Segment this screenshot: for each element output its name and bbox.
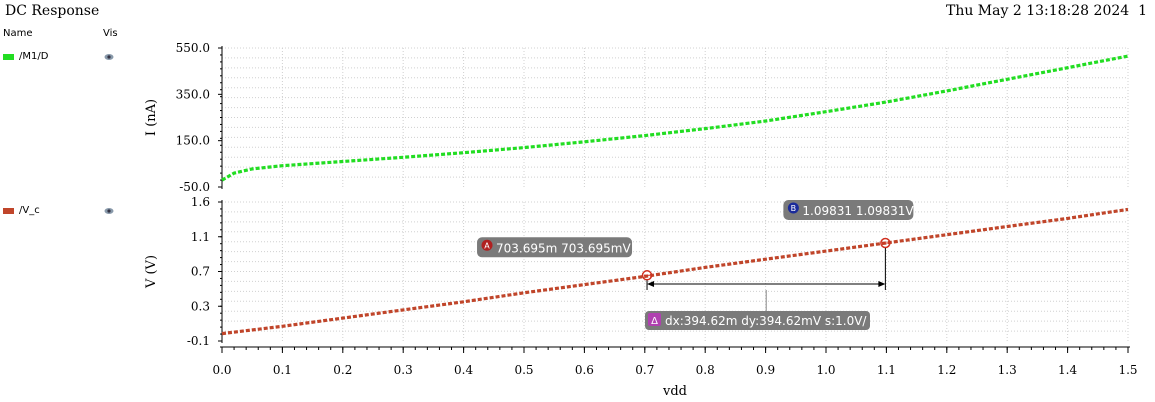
marker-badge-letter: A bbox=[484, 241, 490, 250]
legend-label: /V_c bbox=[19, 205, 40, 216]
x-tick-label: 1.5 bbox=[1118, 363, 1137, 377]
x-tick-label: 0.7 bbox=[635, 363, 654, 377]
marker-a-badge bbox=[481, 239, 493, 251]
legend-header-vis: Vis bbox=[103, 28, 118, 39]
y-tick-label: -50.0 bbox=[179, 180, 210, 194]
x-tick-label: 0.8 bbox=[696, 363, 715, 377]
plot-panel-voltage: 1.6 1.1 0.7 0.3 -0.1 V (V) A 703.695m 703.695mV… bbox=[144, 195, 1129, 348]
window-title: DC Response bbox=[5, 3, 100, 19]
x-tick-label: 1.0 bbox=[816, 363, 835, 377]
delta-arrow-left bbox=[647, 281, 655, 287]
x-tick-label: 0.5 bbox=[514, 363, 533, 377]
marker-badge-letter: B bbox=[791, 204, 797, 213]
delta-badge bbox=[648, 313, 661, 326]
y-tick-label: 150.0 bbox=[176, 134, 210, 148]
marker-b-label: 1.09831 1.09831V bbox=[802, 204, 914, 218]
legend-header-name: Name bbox=[3, 28, 33, 39]
y-axis-label: I (nA) bbox=[144, 99, 159, 136]
x-tick-label: 1.4 bbox=[1058, 363, 1077, 377]
y-tick-label: 350.0 bbox=[176, 87, 210, 101]
timestamp-text: Thu May 2 13:18:28 2024 bbox=[945, 3, 1130, 19]
series-line-v-c bbox=[221, 207, 1129, 336]
y-axis-label: V (V) bbox=[144, 255, 159, 289]
x-tick-label: 0.4 bbox=[454, 363, 473, 377]
x-tick-label: 0.2 bbox=[333, 363, 352, 377]
eye-icon[interactable] bbox=[104, 207, 114, 215]
y-tick-label: 0.3 bbox=[191, 299, 210, 313]
eye-icon[interactable] bbox=[104, 53, 114, 61]
x-tick-label: 1.2 bbox=[937, 363, 956, 377]
marker-a-point bbox=[641, 270, 653, 281]
marker-b-point bbox=[880, 237, 891, 249]
y-tick-label: 550.0 bbox=[176, 41, 210, 55]
x-axis-label: vdd bbox=[662, 384, 687, 399]
legend-label: /M1/D bbox=[19, 51, 49, 62]
delta-badge-symbol: Δ bbox=[651, 316, 658, 327]
timestamp: Thu May 2 13:18:28 2024 1 bbox=[946, 3, 1147, 19]
legend-swatch bbox=[3, 54, 14, 60]
delta-arrow-right bbox=[878, 281, 886, 287]
legend-item-m1-d[interactable]: /M1/D bbox=[3, 51, 138, 65]
y-tick-label: 0.7 bbox=[191, 265, 210, 279]
x-tick-label: 0.0 bbox=[212, 363, 231, 377]
marker-b-badge bbox=[787, 202, 799, 214]
plot-panel-current: 550.0 350.0 150.0 -50.0 I (nA) bbox=[144, 41, 1129, 194]
x-tick-label: 0.3 bbox=[394, 363, 413, 377]
marker-a-label: 703.695m 703.695mV bbox=[496, 241, 631, 255]
y-tick-label: -0.1 bbox=[187, 334, 210, 348]
x-tick-label: 0.1 bbox=[273, 363, 292, 377]
series-line-m1-d bbox=[221, 54, 1129, 182]
delta-label-box bbox=[645, 311, 870, 330]
marker-a-label-box bbox=[477, 237, 633, 258]
x-tick-label: 1.1 bbox=[877, 363, 896, 377]
marker-b-label-box bbox=[783, 200, 914, 221]
x-tick-label: 1.3 bbox=[998, 363, 1017, 377]
page-number: 1 bbox=[1138, 3, 1147, 19]
x-tick-label: 0.6 bbox=[575, 363, 594, 377]
legend-item-v-c[interactable]: /V_c bbox=[3, 205, 138, 219]
y-tick-label: 1.6 bbox=[191, 195, 210, 209]
delta-label: dx:394.62m dy:394.62mV s:1.0V/ bbox=[665, 314, 867, 328]
y-tick-label: 1.1 bbox=[191, 230, 210, 244]
x-tick-label: 0.9 bbox=[756, 363, 775, 377]
legend-swatch bbox=[3, 208, 14, 214]
